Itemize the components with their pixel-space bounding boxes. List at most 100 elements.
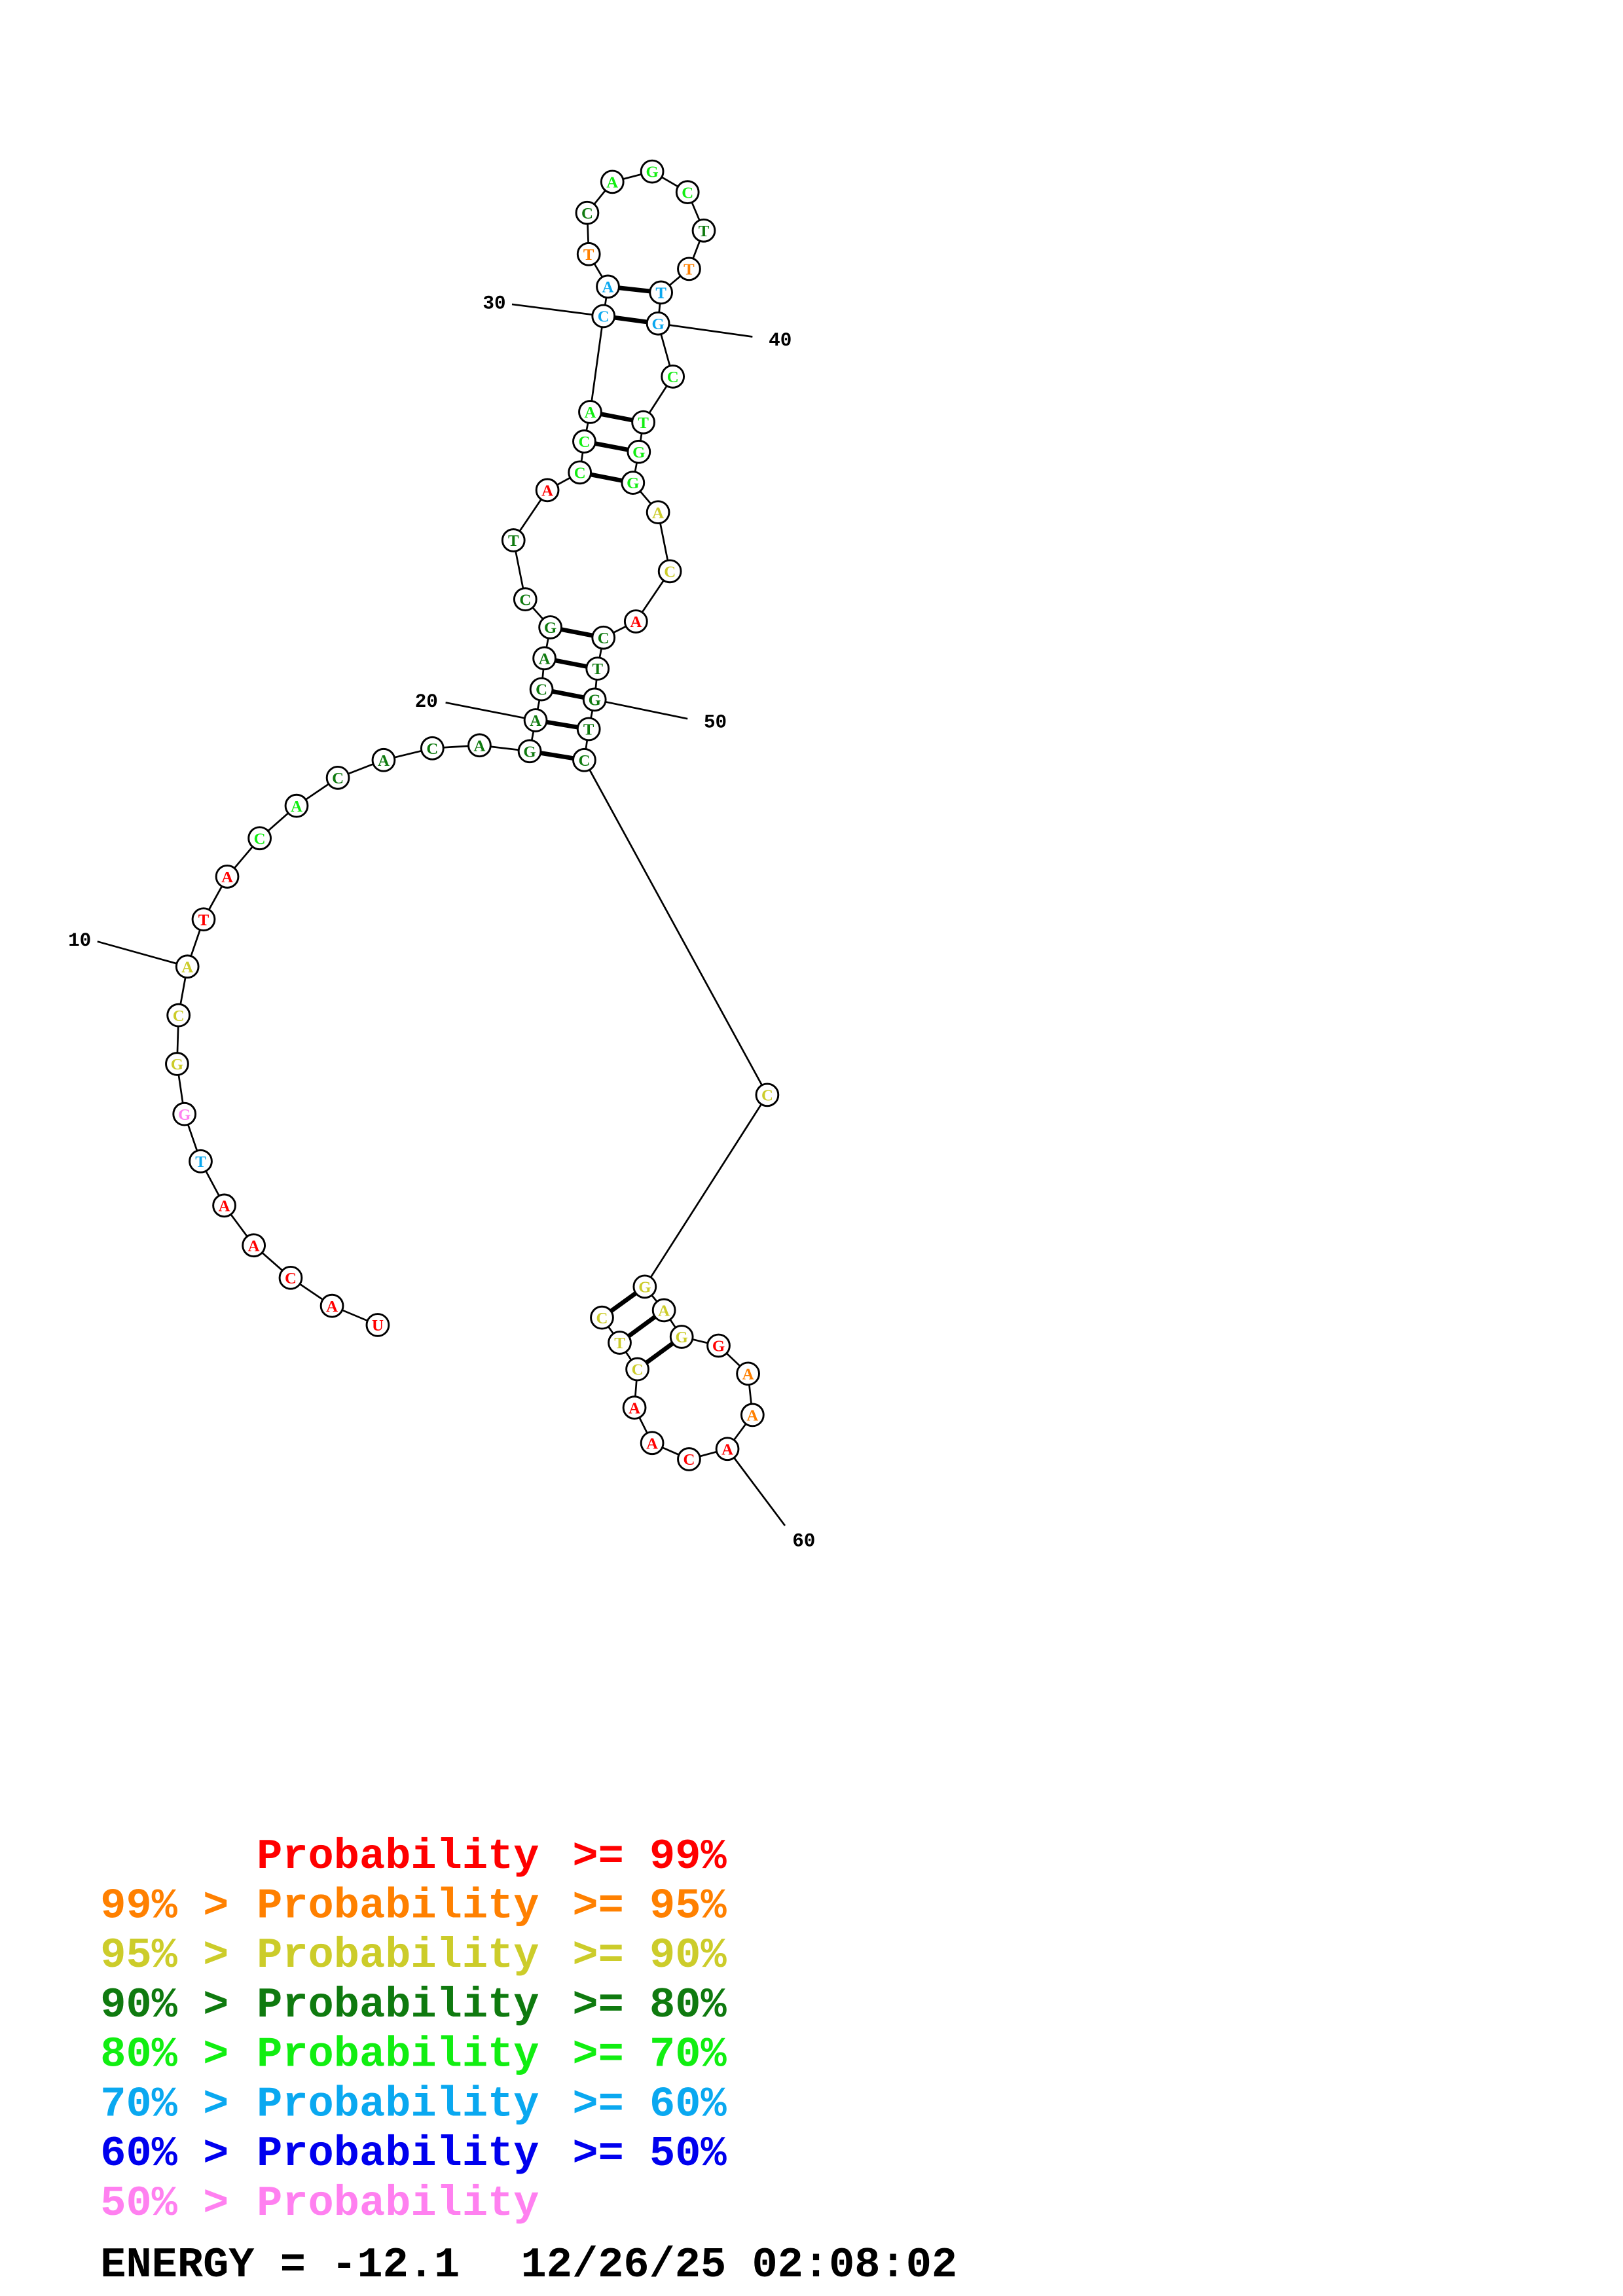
nucleotide-circle — [529, 677, 554, 702]
nucleotide-circle — [600, 170, 625, 194]
nucleotide-circle — [649, 280, 673, 305]
legend-prefix: 80% > — [100, 2031, 228, 2079]
nucleotide-50: G — [582, 687, 607, 712]
position-label-tick — [97, 941, 188, 968]
nucleotide-2: A — [319, 1293, 344, 1318]
nucleotide-letter: C — [667, 368, 679, 386]
nucleotide-letter: C — [664, 563, 676, 581]
legend-row: Probability >= 99% — [257, 1833, 727, 1881]
nucleotide-58: A — [736, 1361, 760, 1386]
nucleotide-circle — [657, 559, 682, 584]
nucleotide-letter: A — [541, 482, 553, 500]
legend-row: 90% > Probability >= 80% — [100, 1981, 727, 2030]
nucleotide-38: T — [677, 257, 701, 281]
nucleotide-letter: C — [632, 1361, 644, 1379]
nucleotide-41: C — [661, 364, 685, 389]
nucleotide-letter: A — [606, 173, 618, 191]
nucleotide-letter: G — [544, 619, 556, 637]
legend-suffix: >= 80% — [572, 1981, 727, 2030]
nucleotide-28: C — [572, 429, 596, 454]
nucleotide-circle — [585, 656, 610, 681]
nucleotide-circle — [572, 747, 596, 772]
nucleotide-12: A — [215, 864, 240, 889]
nucleotide-circle — [578, 400, 602, 424]
nucleotide-10: A — [175, 954, 200, 979]
nucleotide-letter: T — [684, 260, 695, 278]
nucleotide-circle — [646, 311, 670, 336]
nucleotide-circle — [371, 747, 396, 772]
nucleotide-letter: C — [426, 740, 438, 758]
nucleotide-letter: A — [539, 650, 551, 668]
nucleotide-letter: A — [248, 1237, 260, 1255]
nucleotide-letter: G — [638, 1278, 651, 1296]
nucleotide-circle — [420, 736, 445, 761]
nucleotide-circle — [675, 180, 700, 205]
nucleotide-circle — [596, 274, 620, 299]
nucleotide-letter: T — [614, 1335, 625, 1352]
nucleotide-circle — [325, 765, 350, 790]
position-label-tick — [726, 1448, 786, 1526]
legend-label: Probability — [257, 1981, 539, 2030]
legend-label: Probability — [257, 2031, 539, 2079]
legend-label: Probability — [257, 2080, 539, 2128]
nucleotide-18: A — [467, 733, 492, 758]
nucleotide-54: G — [632, 1274, 657, 1299]
nucleotide-circle — [517, 739, 542, 764]
nucleotide-letter: G — [178, 1106, 191, 1124]
nucleotide-letter: T — [655, 285, 666, 302]
nucleotide-33: C — [575, 200, 600, 225]
nucleotide-letter: A — [473, 737, 485, 755]
nucleotide-circle — [625, 1357, 649, 1382]
nucleotide-letter: G — [171, 1056, 183, 1073]
legend-suffix: >= 60% — [572, 2080, 727, 2128]
nucleotide-11: T — [191, 907, 216, 932]
nucleotide-letter: G — [712, 1338, 725, 1355]
nucleotide-letter: C — [598, 308, 610, 326]
nucleotide-61: C — [677, 1447, 701, 1471]
nucleotide-43: G — [627, 439, 651, 464]
nucleotide-44: G — [621, 471, 646, 495]
nucleotide-35: G — [640, 159, 665, 184]
nucleotide-letter: C — [682, 184, 693, 202]
nucleotide-letter: C — [254, 830, 266, 848]
nucleotide-circle — [632, 1274, 657, 1299]
nucleotide-circle — [278, 1265, 303, 1290]
nucleotide-circle — [631, 410, 655, 435]
nucleotide-64: C — [625, 1357, 649, 1382]
nucleotide-15: C — [325, 765, 350, 790]
nucleotide-56: G — [669, 1325, 694, 1349]
nucleotide-circle — [646, 500, 670, 525]
nucleotide-circle — [755, 1083, 780, 1107]
nucleotide-letter: C — [536, 681, 547, 699]
nucleotide-circle — [576, 717, 601, 742]
nucleotide-circle — [189, 1149, 213, 1174]
nucleotide-letter: T — [508, 532, 519, 550]
legend-prefix: 50% > — [100, 2179, 228, 2228]
nucleotide-circle — [166, 1003, 191, 1028]
legend-label: Probability — [257, 1833, 539, 1881]
probability-legend: Probability >= 99%99% > Probability >= 95%9… — [100, 1833, 727, 2228]
position-label: 30 — [483, 293, 505, 315]
nucleotide-letter: A — [326, 1298, 338, 1316]
nucleotide-letter: A — [646, 1435, 658, 1452]
nucleotide-8: G — [165, 1052, 189, 1076]
nucleotide-circle — [590, 1305, 614, 1330]
legend-prefix: 90% > — [100, 1981, 228, 2030]
timestamp: 12/26/25 02:08:02 — [521, 2241, 958, 2289]
legend-prefix: 70% > — [100, 2080, 228, 2128]
nucleotide-letter: C — [332, 770, 344, 787]
nucleotide-circle — [677, 257, 701, 281]
nucleotide-letter: C — [598, 630, 610, 647]
nucleotide-circle — [669, 1325, 694, 1349]
nucleotide-letter: T — [195, 1153, 206, 1171]
nucleotide-letter: G — [523, 743, 536, 761]
nucleotide-letter: C — [761, 1086, 773, 1104]
legend-label: Probability — [257, 2179, 539, 2228]
nucleotide-letter: A — [219, 1198, 230, 1215]
nucleotide-66: C — [590, 1305, 614, 1330]
nucleotide-circle — [568, 460, 593, 485]
nucleotide-letter: A — [291, 798, 302, 816]
nucleotide-letter: A — [742, 1365, 754, 1383]
